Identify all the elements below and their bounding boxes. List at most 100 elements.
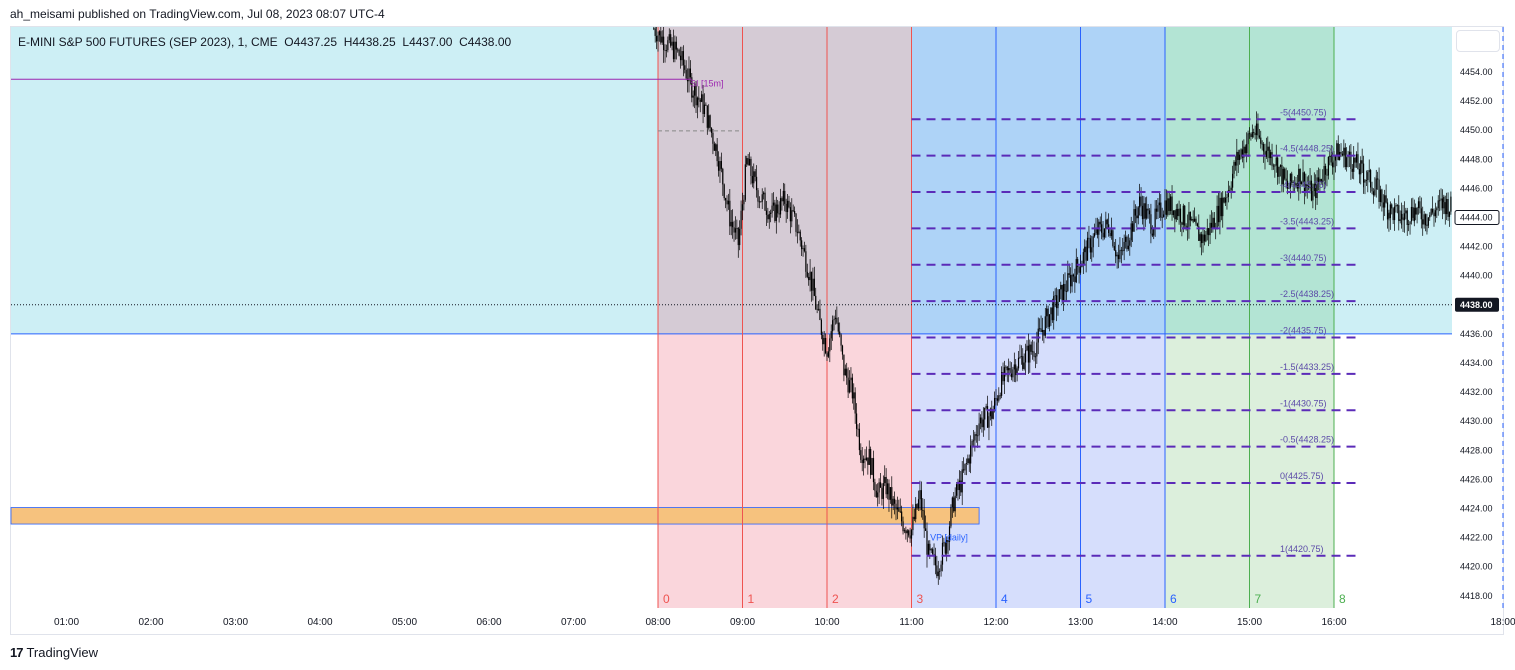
candle bbox=[1146, 196, 1148, 220]
candle bbox=[1191, 216, 1193, 222]
candle-body bbox=[1316, 177, 1318, 199]
candle bbox=[816, 304, 818, 314]
candle bbox=[1203, 230, 1206, 246]
candle bbox=[1260, 130, 1262, 149]
candle-body bbox=[1302, 172, 1304, 183]
candle bbox=[950, 504, 952, 529]
candle bbox=[709, 114, 711, 132]
candle bbox=[892, 496, 894, 511]
candle-body bbox=[948, 526, 951, 542]
candle bbox=[1195, 216, 1197, 226]
candle-body bbox=[809, 271, 811, 281]
candle-body bbox=[737, 227, 739, 246]
candle bbox=[853, 383, 855, 410]
candle-body bbox=[933, 553, 935, 555]
candle bbox=[1058, 288, 1060, 303]
candle bbox=[1329, 151, 1331, 166]
candle bbox=[948, 521, 951, 551]
x-tick-label: 15:00 bbox=[1237, 617, 1262, 628]
candle-body bbox=[1144, 203, 1146, 219]
candle bbox=[708, 104, 710, 130]
candle-body bbox=[1110, 230, 1113, 236]
candle bbox=[1217, 192, 1220, 227]
candle-body bbox=[1117, 254, 1120, 260]
candle bbox=[1431, 196, 1434, 215]
candle bbox=[734, 216, 737, 240]
candle-body bbox=[733, 227, 735, 233]
candle bbox=[972, 430, 975, 447]
candle bbox=[1048, 314, 1051, 332]
candle bbox=[806, 263, 808, 279]
candle-body bbox=[1202, 234, 1204, 244]
candle-body bbox=[758, 201, 760, 203]
candle bbox=[888, 479, 890, 512]
candle-body bbox=[1409, 221, 1411, 225]
candle bbox=[917, 490, 920, 511]
candle-body bbox=[1296, 183, 1298, 189]
session-upper-zone-blue bbox=[911, 27, 1165, 334]
candle-body bbox=[1185, 225, 1187, 229]
candle bbox=[698, 86, 700, 108]
price-tag-bg-0 bbox=[1454, 210, 1500, 225]
candle-body bbox=[1239, 154, 1241, 161]
candle-body bbox=[946, 539, 948, 554]
candle-body bbox=[1123, 241, 1125, 251]
candle-body bbox=[1230, 187, 1232, 190]
candle bbox=[1078, 265, 1080, 284]
candle-body bbox=[906, 530, 908, 534]
candle bbox=[1317, 167, 1320, 191]
candle bbox=[1267, 136, 1269, 163]
candle bbox=[1286, 170, 1289, 195]
candle-body bbox=[1317, 177, 1320, 182]
scale-settings-box[interactable] bbox=[1456, 30, 1500, 52]
candle-body bbox=[671, 41, 673, 46]
candle bbox=[1074, 268, 1076, 293]
candle bbox=[874, 478, 876, 497]
candle-body bbox=[1036, 342, 1038, 357]
candle bbox=[667, 36, 669, 53]
candle-body bbox=[782, 190, 784, 202]
candle bbox=[1296, 174, 1298, 192]
candle-body bbox=[992, 409, 994, 419]
candle-body bbox=[1078, 266, 1080, 273]
candle-body bbox=[926, 530, 928, 555]
candle-body bbox=[1020, 356, 1022, 357]
candle-body bbox=[1103, 228, 1106, 238]
candle bbox=[719, 156, 721, 183]
candle bbox=[725, 197, 727, 209]
candle bbox=[1396, 204, 1398, 214]
candle-body bbox=[1171, 196, 1173, 216]
candle bbox=[671, 37, 673, 51]
candle bbox=[737, 226, 739, 258]
candle-body bbox=[1388, 213, 1390, 219]
x-tick-label: 06:00 bbox=[476, 617, 501, 628]
candle bbox=[681, 46, 683, 66]
candle bbox=[906, 529, 908, 543]
candle bbox=[1206, 218, 1208, 241]
candle bbox=[965, 458, 968, 476]
candle-body bbox=[815, 295, 817, 310]
candle bbox=[1291, 171, 1293, 186]
candle bbox=[1367, 170, 1369, 193]
candle-body bbox=[1032, 351, 1034, 353]
candle bbox=[746, 155, 748, 167]
candle-body bbox=[870, 448, 872, 475]
candle-body bbox=[1422, 219, 1424, 225]
candle bbox=[905, 526, 907, 540]
chart-frame[interactable] bbox=[10, 26, 1504, 635]
candle bbox=[1299, 168, 1301, 194]
session-label-7: 7 bbox=[1255, 592, 1262, 606]
candle-body bbox=[1208, 228, 1210, 236]
candle bbox=[653, 27, 655, 31]
candle-body bbox=[1016, 368, 1018, 376]
candle-body bbox=[1029, 344, 1031, 363]
candle-body bbox=[1241, 149, 1244, 158]
candle bbox=[712, 129, 714, 155]
session-upper-zone-red bbox=[658, 27, 912, 334]
candle bbox=[699, 98, 701, 113]
candle-body bbox=[1224, 197, 1227, 203]
candle bbox=[1265, 137, 1267, 159]
candle bbox=[1130, 216, 1132, 248]
candle-body bbox=[727, 200, 730, 205]
